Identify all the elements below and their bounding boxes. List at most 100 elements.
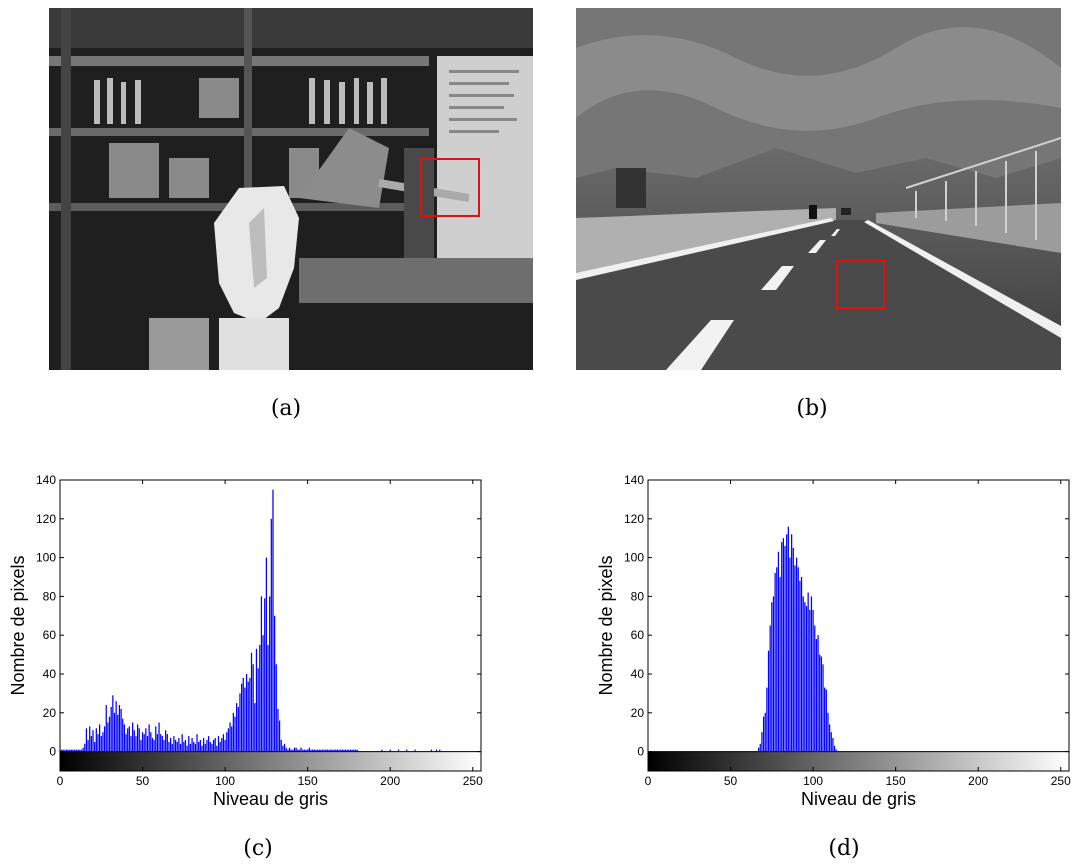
histogram-bar [108, 716, 111, 752]
histogram-bar [311, 749, 314, 752]
histogram-bar [100, 736, 102, 752]
office-scene-drawing [49, 8, 533, 370]
histogram-bar [193, 741, 195, 752]
histogram-c: 0 20 40 60 80 100 120 140 0 50 100 150 200 250 Niveau … [8, 473, 483, 809]
histogram-bar [219, 741, 221, 752]
histogram-bar [771, 602, 773, 752]
histogram-bar [759, 743, 761, 752]
histogram-bar [318, 749, 320, 752]
histogram-bar [323, 749, 325, 752]
histogram-bar [232, 712, 234, 752]
histogram-bar [757, 747, 760, 752]
histogram-bar [191, 738, 193, 752]
histogram-bar [269, 596, 271, 752]
caption-a: (a) [270, 396, 302, 421]
histogram-bar [145, 728, 147, 752]
histogram-bar [825, 689, 827, 752]
histogram-bar [290, 749, 292, 752]
histogram-bar [824, 687, 826, 752]
histogram-bar [168, 741, 170, 752]
histogram-bar [791, 534, 793, 752]
histogram-bar [295, 747, 297, 752]
histogram-bar [186, 745, 188, 752]
histogram-bar [69, 749, 71, 752]
histogram-bar [272, 489, 274, 752]
histogram-bar [166, 734, 168, 752]
histogram-bar [179, 743, 182, 752]
histogram-bar [320, 749, 322, 752]
histogram-bar [794, 565, 796, 752]
histogram-bar [835, 749, 837, 752]
histogram-bar [74, 749, 76, 752]
histogram-bar [254, 703, 256, 752]
histogram-bar [226, 732, 228, 752]
histogram-bar [211, 743, 213, 752]
histogram-bar [356, 749, 358, 752]
x-tick-label: 200 [380, 774, 400, 788]
y-tick-label: 60 [43, 628, 57, 642]
histogram-bar [776, 567, 778, 752]
y-tick-label: 100 [624, 551, 644, 565]
histogram-bar [335, 749, 337, 752]
histogram-bar [328, 749, 330, 752]
x-tick-label: 50 [136, 774, 150, 788]
histogram-bar [99, 724, 101, 752]
histogram-bar [242, 677, 244, 752]
histogram-bar [103, 726, 106, 752]
x-tick-label: 250 [463, 774, 483, 788]
histogram-bar [804, 602, 806, 752]
y-tick-label: 100 [36, 551, 56, 565]
x-tick-label: 0 [645, 774, 652, 788]
histogram-bar [815, 639, 818, 752]
histogram-bar [82, 747, 84, 752]
histogram-bar [110, 706, 112, 752]
histogram-bar [832, 738, 834, 752]
histogram-bar [351, 749, 353, 752]
histogram-bar [150, 732, 152, 752]
histogram-bar [828, 724, 831, 752]
histogram-bar [199, 739, 201, 752]
histogram-bar [265, 557, 267, 752]
histogram-bar [292, 749, 294, 752]
histogram-bar [148, 724, 150, 752]
histogram-bar [799, 580, 801, 752]
histogram-bar [87, 739, 89, 752]
highway-photo [576, 8, 1061, 370]
histogram-bar [777, 551, 780, 752]
histogram-bar [779, 577, 781, 752]
histogram-bar [217, 736, 220, 752]
grayscale-colorbar [60, 751, 481, 771]
histogram-bar [216, 745, 218, 752]
caption-b: (b) [796, 396, 828, 421]
histogram-bar [62, 749, 64, 752]
histogram-bar [300, 747, 302, 752]
histogram-bar [341, 749, 343, 752]
histogram-bar [234, 716, 236, 752]
histogram-bar [92, 730, 94, 752]
histogram-bar [270, 518, 272, 752]
x-axis-label: Niveau de gris [801, 789, 916, 809]
histogram-bar [112, 695, 114, 752]
histogram-bar [244, 687, 246, 752]
histogram-bar [141, 732, 144, 752]
histogram-bar [161, 736, 163, 752]
y-tick-label: 60 [631, 628, 645, 642]
histogram-bar [439, 749, 441, 752]
histogram-bar [196, 734, 198, 752]
histogram-bar [348, 749, 350, 752]
histogram-bar [767, 650, 770, 752]
x-tick-label: 100 [215, 774, 235, 788]
histogram-bar [107, 722, 109, 752]
y-tick-label: 40 [43, 667, 57, 681]
histogram-bar [330, 749, 332, 752]
histogram-bar [61, 749, 63, 752]
x-tick-label: 0 [57, 774, 64, 788]
histogram-bar [181, 734, 183, 752]
histogram-bar [198, 741, 200, 752]
histogram-bar [331, 749, 334, 752]
histogram-bar [224, 739, 226, 752]
histogram-bar [285, 747, 287, 752]
region-of-interest-box [420, 158, 480, 217]
histogram-bar [802, 596, 804, 752]
